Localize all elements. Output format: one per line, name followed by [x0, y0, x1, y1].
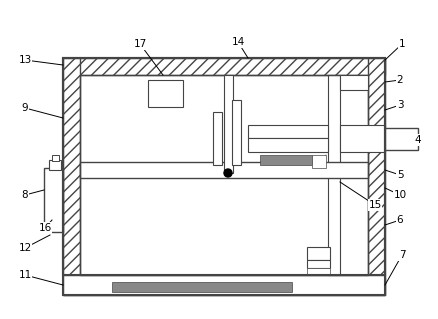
Bar [63, 58, 385, 275]
Bar [63, 278, 385, 295]
Text: 15: 15 [368, 200, 381, 210]
Bar [80, 162, 368, 178]
Bar [224, 75, 233, 173]
Bar [63, 275, 385, 295]
Text: 9: 9 [22, 103, 28, 113]
Bar [307, 268, 330, 275]
Bar [232, 100, 241, 165]
Bar [213, 112, 222, 165]
Bar [80, 75, 368, 275]
Bar [63, 58, 385, 295]
Bar [312, 155, 326, 168]
Bar [52, 155, 59, 161]
Text: 13: 13 [18, 55, 32, 65]
Text: 5: 5 [397, 170, 403, 180]
Bar [248, 138, 328, 152]
Bar [44, 168, 63, 232]
Text: 3: 3 [397, 100, 403, 110]
Bar [80, 75, 368, 275]
Bar [50, 183, 62, 230]
Circle shape [224, 169, 232, 177]
Text: 8: 8 [22, 190, 28, 200]
Bar [340, 125, 385, 152]
Bar [307, 247, 330, 260]
Bar [248, 125, 328, 138]
Text: 16: 16 [39, 223, 52, 233]
Text: 6: 6 [397, 215, 403, 225]
Bar [307, 260, 330, 268]
Text: 7: 7 [399, 250, 405, 260]
Bar [328, 75, 340, 275]
Text: 10: 10 [393, 190, 406, 200]
Text: 11: 11 [18, 270, 32, 280]
Text: 12: 12 [18, 243, 32, 253]
Bar [148, 80, 183, 107]
Bar [49, 160, 61, 170]
Text: 1: 1 [399, 39, 405, 49]
Bar [112, 282, 292, 292]
Bar [385, 128, 418, 150]
Bar [368, 58, 385, 275]
Bar [260, 155, 312, 165]
Bar [63, 58, 385, 75]
Text: 2: 2 [397, 75, 403, 85]
Bar [63, 58, 80, 275]
Text: 17: 17 [134, 39, 147, 49]
Text: 14: 14 [231, 37, 245, 47]
Bar [340, 75, 368, 90]
Text: 4: 4 [415, 135, 421, 145]
